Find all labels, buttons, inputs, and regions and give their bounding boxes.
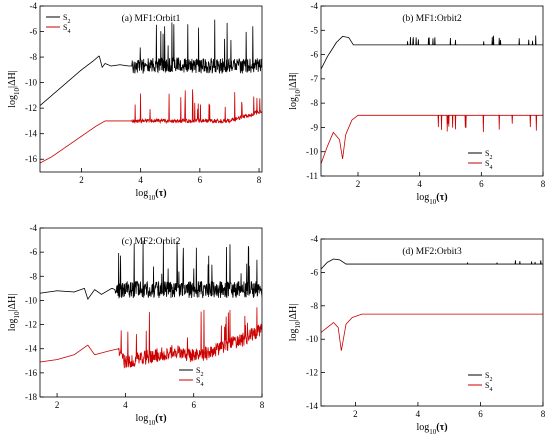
x-tick-label: 8 <box>260 400 265 410</box>
y-tick-label: -14 <box>25 344 37 354</box>
y-tick-label: -9 <box>311 122 319 132</box>
plot-frame <box>320 5 544 177</box>
x-axis-label: log10(τ) <box>135 413 166 427</box>
y-tick-label: -5 <box>311 25 319 35</box>
x-axis-label: log10(τ) <box>416 422 447 434</box>
y-tick-label: -4 <box>30 223 38 233</box>
y-axis-label: log10|ΔH| <box>7 70 21 107</box>
y-tick-label: -10 <box>306 334 318 344</box>
y-tick-label: -12 <box>25 320 37 330</box>
panel-1: 2 4 6 8 -16 -14 -12 -10 -8 -6 -4 (a) MF1:Orbit1 log1… <box>7 1 263 202</box>
x-axis-label: log10(τ) <box>416 192 447 206</box>
y-tick-label: -8 <box>30 52 38 62</box>
series-s4-line <box>40 89 262 164</box>
y-tick-label: -12 <box>306 368 318 378</box>
x-axis-label: log10(τ) <box>135 188 166 202</box>
legend-label-0: S2 <box>485 149 492 161</box>
legend-box <box>177 363 213 385</box>
y-tick-label: -14 <box>25 129 37 139</box>
x-tick-label: 6 <box>191 400 196 410</box>
x-tick-label: 4 <box>417 179 422 189</box>
x-tick-label: 6 <box>478 409 483 419</box>
panel-title: (a) MF1:Orbit1 <box>122 13 181 24</box>
plot-frame <box>39 5 263 173</box>
y-tick-label: -8 <box>30 271 38 281</box>
y-tick-label: -4 <box>30 1 38 11</box>
y-axis-label: log10|ΔH| <box>288 304 302 341</box>
series-s2-line <box>321 258 543 270</box>
legend-label-1: S4 <box>196 376 203 388</box>
y-tick-label: -7 <box>311 74 319 84</box>
panel-title: (b) MF1:Orbit2 <box>402 13 462 24</box>
y-tick-label: -11 <box>306 171 318 181</box>
y-tick-label: -10 <box>306 147 318 157</box>
legend-label-1: S4 <box>485 381 492 393</box>
x-tick-label: 8 <box>541 409 546 419</box>
plot-frame <box>39 227 263 398</box>
x-tick-label: 6 <box>479 179 484 189</box>
x-tick-label: 4 <box>123 400 128 410</box>
legend-label-0: S2 <box>485 371 492 383</box>
series-s4-line <box>321 313 543 351</box>
y-tick-label: -16 <box>25 368 37 378</box>
series-s2-line <box>321 35 543 70</box>
x-tick-label: 4 <box>416 409 421 419</box>
panel-2: 2 4 6 8 -11 -10 -9 -8 -7 -6 -5 -4 (b) MF1:Orbit2 log1… <box>288 1 546 206</box>
legend-label-1: S4 <box>63 23 70 35</box>
y-tick-label: -16 <box>25 154 37 164</box>
legend-box <box>466 146 502 168</box>
y-axis-label: log10|ΔH| <box>288 72 302 109</box>
panel-4: 2 4 6 8 -14 -12 -10 -8 -6 -4 (d) MF2:Orbit3 log10(τ… <box>288 234 546 434</box>
y-tick-label: -6 <box>30 247 38 257</box>
y-tick-label: -10 <box>25 78 37 88</box>
panel-title: (c) MF2:Orbit2 <box>122 236 181 247</box>
y-tick-label: -10 <box>25 295 37 305</box>
x-tick-label: 2 <box>79 175 84 185</box>
x-tick-label: 6 <box>198 175 203 185</box>
legend-box <box>466 368 502 390</box>
x-tick-label: 8 <box>257 175 262 185</box>
x-tick-label: 2 <box>55 400 60 410</box>
plot-frame <box>320 238 544 407</box>
series-s2-line <box>40 240 262 300</box>
y-tick-label: -4 <box>311 1 319 11</box>
panel-title: (d) MF2:Orbit3 <box>402 246 462 257</box>
y-tick-label: -8 <box>311 301 319 311</box>
x-tick-label: 2 <box>353 409 358 419</box>
y-tick-label: -6 <box>311 267 319 277</box>
legend-label-0: S2 <box>63 13 70 25</box>
legend-label-1: S4 <box>485 159 492 171</box>
series-s2-line <box>40 19 262 106</box>
legend-label-0: S2 <box>196 366 203 378</box>
y-tick-label: -6 <box>311 50 319 60</box>
panel-3: 2 4 6 8 -18 -16 -14 -12 -10 -8 -6 -4 (c) MF2:Orbit2 l… <box>7 223 265 427</box>
y-axis-label: log10|ΔH| <box>7 294 21 331</box>
y-tick-label: -14 <box>306 401 318 411</box>
x-tick-label: 4 <box>138 175 143 185</box>
y-tick-label: -18 <box>25 392 37 402</box>
x-tick-label: 8 <box>541 179 546 189</box>
y-tick-label: -12 <box>25 103 37 113</box>
y-tick-label: -8 <box>311 98 319 108</box>
y-tick-label: -4 <box>311 234 319 244</box>
y-tick-label: -6 <box>30 27 38 37</box>
series-s4-line <box>321 114 543 164</box>
series-s4-line <box>40 307 262 369</box>
legend-box <box>44 10 80 32</box>
x-tick-label: 2 <box>356 179 361 189</box>
